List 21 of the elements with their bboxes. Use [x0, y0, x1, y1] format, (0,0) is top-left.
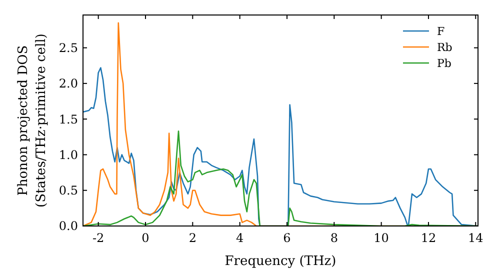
- y-tick-label: 0.5: [58, 184, 78, 198]
- y-tick-label: 1.0: [58, 148, 78, 162]
- x-tick-label: 12: [420, 231, 436, 245]
- y-tick-label: 1.5: [58, 112, 78, 126]
- x-axis-title: Frequency (THz): [224, 254, 336, 269]
- x-tick-label: 2: [188, 231, 196, 245]
- y-tick-label: 2.0: [58, 76, 78, 91]
- y-tick-label: 0.0: [58, 219, 78, 234]
- x-tick-label: 10: [374, 231, 389, 245]
- legend-label: Rb: [437, 40, 452, 54]
- x-tick-label: -2: [92, 231, 104, 245]
- x-tick-label: 8: [330, 231, 338, 245]
- line-series: [83, 67, 478, 226]
- legend-label: Pb: [437, 56, 452, 70]
- x-tick-label: 6: [283, 231, 291, 245]
- y-axis-title: Phonon projected DOS (States/THz·primitive cell): [16, 33, 49, 208]
- legend-label: F: [437, 24, 445, 38]
- x-tick-label: 0: [142, 231, 150, 245]
- y-tick-label: 2.5: [58, 40, 78, 55]
- x-tick-label: 4: [236, 231, 244, 245]
- x-tick-label: 14: [468, 231, 484, 245]
